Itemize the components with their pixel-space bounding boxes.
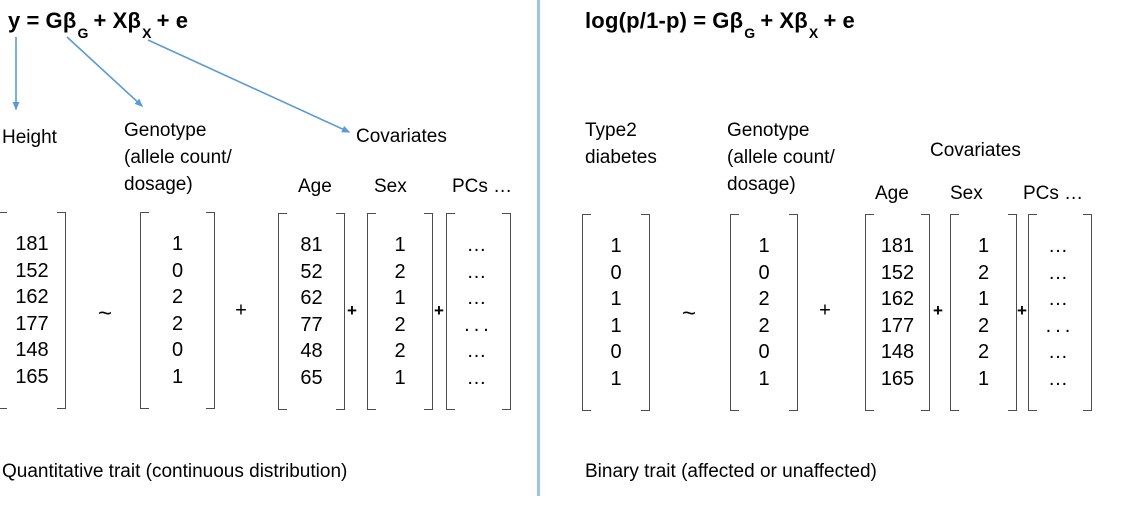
plus-sign: + (823, 8, 837, 33)
left-pcs-header: PCs … (452, 176, 513, 197)
bracket-left (446, 213, 455, 410)
plus-sign: + (760, 8, 774, 33)
covariate-matrix-symbol: X (779, 8, 795, 33)
right-outcome-matrix: 1 0 1 1 0 1 (582, 214, 650, 411)
left-outcome-label: Height (2, 127, 57, 148)
left-age-header: Age (298, 176, 332, 197)
matrix-values: 1 0 2 2 0 1 (171, 233, 184, 388)
bracket-left (865, 214, 874, 411)
matrix-values: 1 0 1 1 0 1 (610, 235, 622, 390)
left-sex-matrix: 1 2 1 2 2 1 (367, 213, 433, 410)
matrix-values: 1 2 1 2 2 1 (977, 235, 990, 390)
bracket-right (424, 213, 433, 410)
matrix-values: 181 152 162 177 148 165 (15, 233, 49, 388)
bracket-left (0, 212, 7, 409)
plus-operator: + (235, 299, 247, 322)
equals-sign: = (693, 8, 707, 33)
right-genotype-label: Genotype (allele count/ dosage) (727, 120, 835, 195)
plus-operator: + (434, 301, 444, 320)
bracket-right (57, 212, 66, 409)
plus-operator: + (347, 301, 357, 320)
left-caption: Quantitative trait (continuous distribut… (2, 461, 348, 482)
right-outcome-label: Type2 diabetes (585, 120, 657, 168)
bracket-left (367, 213, 376, 410)
arrow-genotype (66, 36, 144, 108)
right-genotype-matrix: 1 0 2 2 0 1 (730, 214, 798, 411)
plus-sign: + (156, 8, 170, 33)
right-caption: Binary trait (affected or unaffected) (585, 461, 877, 482)
outcome-symbol: y (8, 8, 21, 33)
bracket-right (1008, 214, 1017, 411)
bracket-left (950, 214, 959, 411)
right-age-header: Age (875, 183, 909, 204)
matrix-values: … … … ... … … (1045, 235, 1075, 390)
left-genotype-label: Genotype (allele count/ dosage) (124, 120, 232, 195)
bracket-right (921, 214, 930, 411)
bracket-left (1028, 214, 1037, 411)
right-sex-matrix: 1 2 1 2 2 1 (950, 214, 1017, 411)
genotype-matrix-symbol: G (45, 8, 63, 33)
matrix-values: 1 2 1 2 2 1 (394, 234, 406, 389)
plus-operator: + (1017, 301, 1027, 320)
bracket-right (336, 213, 345, 410)
matrix-values: 1 0 2 2 0 1 (758, 235, 770, 390)
left-model-formula: y = GβG+ XβX+ e (8, 8, 189, 41)
bracket-left (140, 212, 149, 409)
left-age-matrix: 81 52 62 77 48 65 (278, 213, 345, 410)
panel-divider (537, 0, 540, 496)
beta-symbol: β (127, 8, 142, 33)
plus-sign: + (93, 8, 107, 33)
beta-covariate-subscript: X (142, 25, 152, 42)
right-pcs-matrix: … … … ... … … (1028, 214, 1092, 411)
left-outcome-matrix: 181 152 162 177 148 165 (0, 212, 66, 409)
bracket-right (641, 214, 650, 411)
bracket-right (789, 214, 798, 411)
relation-operator: ~ (97, 300, 113, 327)
bracket-right (502, 213, 511, 410)
outcome-symbol: log(p/1-p) (585, 8, 688, 33)
bracket-left (278, 213, 287, 410)
bracket-right (206, 212, 215, 409)
right-covariates-label: Covariates (930, 140, 1021, 161)
left-genotype-matrix: 1 0 2 2 0 1 (140, 212, 215, 409)
error-symbol: e (175, 8, 189, 33)
right-age-matrix: 181 152 162 177 148 165 (865, 214, 930, 411)
left-covariates-label: Covariates (356, 126, 447, 147)
beta-genotype-subscript: G (77, 25, 89, 42)
left-sex-header: Sex (374, 176, 407, 197)
bracket-left (582, 214, 591, 411)
beta-covariate-subscript: X (808, 25, 819, 42)
matrix-values: 81 52 62 77 48 65 (300, 234, 323, 389)
relation-operator: ~ (681, 300, 697, 327)
genotype-matrix-symbol: G (712, 8, 730, 33)
beta-symbol: β (729, 8, 744, 33)
right-pcs-header: PCs … (1023, 183, 1084, 204)
plus-operator: + (819, 299, 831, 322)
right-model-formula: log(p/1-p) = GβG+ XβX+ e (585, 8, 855, 41)
beta-genotype-subscript: G (744, 25, 756, 42)
matrix-values: 181 152 162 177 148 165 (880, 235, 915, 390)
equals-sign: = (26, 8, 40, 33)
plus-operator: + (933, 301, 943, 320)
bracket-right (1083, 214, 1092, 411)
beta-symbol: β (62, 8, 77, 33)
covariate-matrix-symbol: X (112, 8, 128, 33)
matrix-values: … … … ... … … (464, 234, 493, 389)
left-pcs-matrix: … … … ... … … (446, 213, 511, 410)
error-symbol: e (842, 8, 855, 33)
bracket-left (730, 214, 739, 411)
beta-symbol: β (794, 8, 808, 33)
right-sex-header: Sex (950, 183, 983, 204)
